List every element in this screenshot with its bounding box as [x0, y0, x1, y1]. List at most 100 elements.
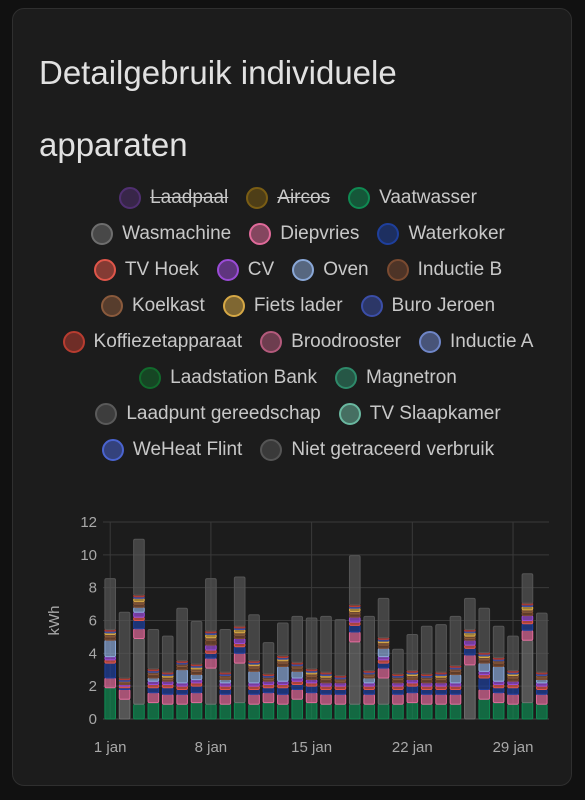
y-tick-label: 10 [80, 547, 97, 564]
bar-segment [521, 702, 534, 720]
legend-item[interactable]: Inductie A [419, 329, 533, 355]
bar-segment [392, 693, 404, 705]
bar-segment [133, 638, 145, 705]
legend-item[interactable]: Aircos [246, 185, 330, 211]
legend-label: TV Hoek [124, 259, 199, 280]
bar-segment [478, 698, 491, 720]
legend-item[interactable]: TV Slaapkamer [338, 401, 501, 427]
legend-item[interactable]: Broodrooster [260, 329, 401, 355]
bar-segment [205, 639, 217, 646]
bar-segment [334, 688, 347, 695]
bar-segment [161, 687, 174, 695]
bar-segment [363, 693, 375, 705]
bar-segment [104, 636, 117, 641]
bar-segment [363, 677, 375, 684]
bar-segment [190, 674, 203, 681]
bar-segment [133, 606, 145, 613]
bar-segment [348, 703, 361, 720]
bar-segment [176, 665, 188, 671]
legend-item[interactable]: Koffiezetapparaat [62, 329, 242, 355]
bar-segment [133, 620, 145, 630]
legend-label: Diepvries [280, 223, 360, 244]
bar-segment [449, 615, 462, 667]
bar-segment [334, 693, 347, 705]
legend-item[interactable]: Laadpaal [119, 185, 228, 211]
bar-segment [262, 692, 275, 704]
legend-item[interactable]: Diepvries [249, 221, 359, 247]
legend-item[interactable]: TV Hoek [93, 257, 199, 283]
bar-segment [248, 703, 260, 720]
bar-segment [248, 688, 260, 695]
bar-segment [377, 647, 390, 658]
card-title-line2: apparaten [39, 126, 188, 163]
bar-segment [363, 688, 375, 695]
legend-label: Waterkoker [408, 223, 505, 244]
bar-segment [305, 617, 318, 670]
legend-swatch-icon [93, 259, 116, 281]
bar-segment [320, 615, 332, 673]
legend-label: Wasmachine [122, 223, 232, 244]
legend-label: CV [247, 259, 275, 280]
legend-item[interactable]: Laadpunt gereedschap [95, 401, 321, 427]
bar-segment [406, 633, 419, 672]
bar-segment [464, 597, 476, 631]
legend-item[interactable]: Oven [292, 257, 369, 283]
legend-item[interactable]: Niet getraceerd verbruik [260, 437, 494, 463]
legend-label: Aircos [277, 187, 331, 208]
legend-label: Inductie A [450, 331, 534, 352]
legend-label: Fiets lader [253, 295, 343, 316]
legend-swatch-icon [95, 403, 118, 425]
bar-segment [248, 685, 260, 690]
bar-segment [147, 677, 160, 682]
bar-segment [291, 684, 304, 690]
legend-item[interactable]: Magnetron [335, 365, 457, 391]
bar-segment [320, 693, 332, 705]
legend-item[interactable]: WeHeat Flint [101, 437, 242, 463]
bar-segment [277, 703, 289, 720]
card-title: Detailgebruik individuele apparaten [39, 37, 539, 181]
bar-segment [420, 703, 433, 720]
bar-segment [492, 625, 505, 658]
legend-item[interactable]: Koelkast [100, 293, 205, 319]
legend-swatch-icon [100, 295, 123, 317]
legend-swatch-icon [246, 187, 269, 209]
legend-label: Vaatwasser [379, 187, 477, 208]
legend-label: Koelkast [131, 295, 205, 316]
bar-segment [205, 657, 217, 669]
legend-item[interactable]: Wasmachine [91, 221, 231, 247]
bar-segment [248, 693, 260, 705]
bar-segment [348, 555, 361, 606]
bar-segment [464, 644, 476, 649]
bar-segment [521, 573, 534, 604]
bar-segment [507, 703, 519, 720]
y-tick-label: 12 [80, 514, 97, 531]
bar-segment [377, 644, 390, 649]
legend-item[interactable]: Fiets lader [222, 293, 343, 319]
bar-segment [334, 619, 347, 676]
bar-segment [464, 664, 476, 720]
bar-segment [147, 687, 160, 694]
bar-segment [406, 702, 419, 720]
bar-segment [507, 687, 519, 695]
bar-segment [104, 687, 117, 720]
y-tick-label: 6 [89, 613, 97, 630]
bar-segment [392, 685, 404, 690]
bar-segment [449, 674, 462, 684]
bar-segment [277, 665, 289, 682]
legend-label: Oven [323, 259, 369, 280]
legend-item[interactable]: Waterkoker [377, 221, 505, 247]
legend-item[interactable]: Laadstation Bank [139, 365, 317, 391]
legend-item[interactable]: Inductie B [386, 257, 502, 283]
bar-segment [334, 685, 347, 690]
bar-segment [205, 667, 217, 705]
legend-swatch-icon [348, 187, 371, 209]
bar-segment [305, 685, 318, 694]
bar-segment [176, 693, 188, 705]
bar-segment [535, 693, 548, 705]
legend-item[interactable]: CV [216, 257, 275, 283]
legend-item[interactable]: Buro Jeroen [360, 293, 495, 319]
bar-segment [363, 685, 375, 690]
legend-item[interactable]: Vaatwasser [348, 185, 477, 211]
bar-segment [176, 703, 188, 720]
bar-segment [219, 629, 232, 673]
